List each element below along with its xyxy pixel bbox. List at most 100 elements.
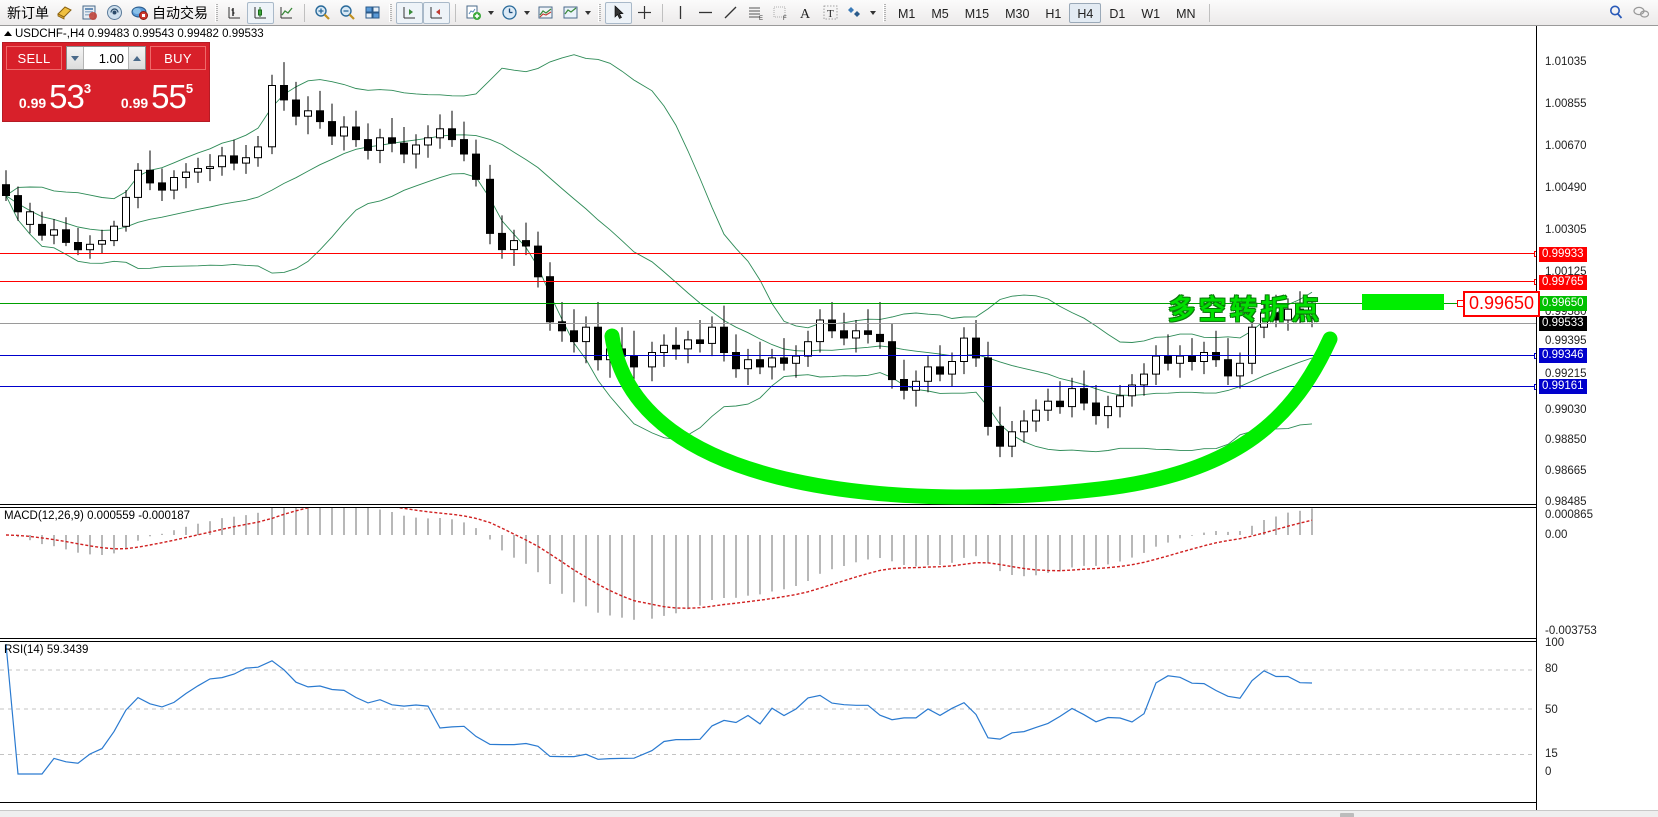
macd-scale-label: 0.00	[1545, 529, 1568, 541]
rsi-pane[interactable]	[0, 642, 1536, 802]
shapes-button[interactable]	[843, 2, 879, 24]
bar-chart-icon	[228, 7, 240, 19]
expert-advisors-button[interactable]	[52, 2, 77, 24]
bar-chart-button[interactable]	[222, 2, 247, 24]
level-line-0-99161[interactable]	[0, 384, 1540, 390]
shapes-dropdown-arrow[interactable]	[870, 10, 876, 15]
price-scale[interactable]: 1.01035 1.00855 1.00670 1.00490 1.00305 …	[1536, 26, 1658, 817]
one-click-trading-panel[interactable]: SELL 1.00 BUY 0.99 53 3 0.99 55 5	[2, 42, 210, 122]
rsi-scale-label: 50	[1545, 704, 1558, 716]
vertical-line-button[interactable]	[668, 2, 693, 24]
text-icon: T	[823, 5, 838, 20]
chart-area[interactable]: USDCHF-,H4 0.99483 0.99543 0.99482 0.995…	[0, 26, 1658, 817]
channel-button[interactable]: F	[768, 2, 793, 24]
fibonacci-button[interactable]: E	[743, 2, 768, 24]
chart-symbol-label: USDCHF-,H4 0.99483 0.99543 0.99482 0.995…	[4, 28, 264, 40]
macd-plot	[5, 508, 1313, 620]
timeframe-w1[interactable]: W1	[1141, 6, 1161, 21]
timeframe-h1[interactable]: H1	[1045, 6, 1062, 21]
timeframe-d1[interactable]: D1	[1109, 6, 1126, 21]
annotation-turning-point-text[interactable]: 多空转折点	[1168, 295, 1323, 326]
templates-button[interactable]	[533, 2, 558, 24]
zoom-in-button[interactable]	[310, 2, 335, 24]
level-line-0-99933[interactable]	[0, 251, 1540, 257]
new-chart-dropdown-arrow[interactable]	[488, 10, 494, 15]
shapes-icon	[848, 7, 860, 17]
timeframe-mn[interactable]: MN	[1176, 6, 1196, 21]
volume-increase-button[interactable]	[128, 47, 145, 69]
candlestick-chart-button[interactable]	[247, 1, 274, 24]
bid-prefix: 0.99	[18, 95, 47, 111]
buy-button[interactable]: BUY	[150, 46, 206, 70]
ask-sup: 5	[185, 81, 194, 96]
fibonacci-icon: E	[749, 7, 763, 22]
collapse-triangle-icon[interactable]	[4, 31, 12, 36]
autotrading-icon	[131, 6, 148, 20]
autotrading-button[interactable]: 自动交易	[127, 2, 211, 24]
expert-advisors-icon	[57, 6, 72, 20]
macd-scale-label: -0.003753	[1545, 625, 1597, 637]
trendline-icon	[724, 6, 737, 19]
status-bar	[0, 810, 1658, 817]
line-chart-button[interactable]	[274, 2, 299, 24]
data-window-button[interactable]	[77, 2, 102, 24]
level-tag-0-99765[interactable]: 0.99765	[1539, 275, 1587, 290]
horizontal-scrollbar-handle[interactable]	[1340, 813, 1354, 817]
text-button[interactable]: T	[818, 2, 843, 24]
cursor-button[interactable]	[605, 1, 632, 24]
crosshair-button[interactable]	[632, 2, 657, 24]
new-chart-icon	[466, 5, 481, 20]
zoom-out-button[interactable]	[335, 2, 360, 24]
ask-price[interactable]: 0.99 55 5	[108, 73, 206, 116]
horizontal-line-button[interactable]	[693, 2, 718, 24]
volume-stepper[interactable]: 1.00	[66, 46, 146, 70]
scale-tick-label: 1.01035	[1545, 56, 1587, 68]
autotrading-label: 自动交易	[152, 4, 208, 21]
level-tag-0-99933[interactable]: 0.99933	[1539, 247, 1587, 262]
level-tag-0-99161[interactable]: 0.99161	[1539, 379, 1587, 394]
price-pane[interactable]	[0, 26, 1536, 504]
current-price-line	[0, 323, 1536, 324]
level-tag-0-99650[interactable]: 0.99650	[1539, 296, 1587, 311]
trade-panel-quotes: 0.99 53 3 0.99 55 5	[3, 73, 209, 119]
timeframe-m15[interactable]: M15	[964, 6, 990, 21]
level-tag-0-99346[interactable]: 0.99346	[1539, 348, 1587, 363]
chat-button[interactable]	[1629, 2, 1654, 24]
timeframe-h4[interactable]: H4	[1069, 2, 1102, 23]
sell-button[interactable]: SELL	[6, 46, 62, 70]
macd-pane[interactable]	[0, 508, 1536, 640]
new-chart-button[interactable]	[461, 2, 497, 24]
period-button[interactable]	[497, 2, 533, 24]
trendline-button[interactable]	[718, 2, 743, 24]
search-button[interactable]	[1604, 2, 1629, 24]
svg-text:F: F	[783, 16, 787, 22]
auto-scroll-icon	[403, 7, 415, 19]
period-icon	[502, 5, 517, 20]
bid-big: 53	[49, 78, 85, 115]
signals-button[interactable]	[102, 2, 127, 24]
volume-value[interactable]: 1.00	[98, 50, 124, 66]
scale-tick-label: 0.98485	[1545, 496, 1587, 508]
new-order-button[interactable]: 新订单	[4, 2, 52, 24]
toolbar-separator-2	[389, 3, 392, 22]
chart-shift-button[interactable]	[423, 1, 450, 24]
auto-scroll-button[interactable]	[396, 1, 423, 24]
level-line-0-99765[interactable]	[0, 279, 1540, 285]
tile-windows-button[interactable]	[360, 2, 385, 24]
timeframe-m30[interactable]: M30	[1005, 6, 1030, 21]
templates-dropdown-arrow[interactable]	[585, 10, 591, 15]
price-box-knob[interactable]	[1457, 300, 1464, 307]
timeframe-m5[interactable]: M5	[931, 6, 949, 21]
annotation-green-bar[interactable]	[1362, 294, 1444, 310]
templates-dropdown-button[interactable]	[558, 2, 594, 24]
svg-text:T: T	[827, 8, 834, 20]
text-label-button[interactable]: A	[793, 2, 818, 24]
volume-decrease-button[interactable]	[67, 47, 84, 69]
timeframe-m1[interactable]: M1	[898, 6, 916, 21]
toolbar-separator-3	[598, 3, 601, 22]
annotation-price-box[interactable]: 0.99650	[1457, 291, 1541, 317]
level-line-0-99346[interactable]	[0, 353, 1540, 359]
period-dropdown-arrow[interactable]	[524, 10, 530, 15]
bid-price[interactable]: 0.99 53 3	[6, 73, 104, 116]
